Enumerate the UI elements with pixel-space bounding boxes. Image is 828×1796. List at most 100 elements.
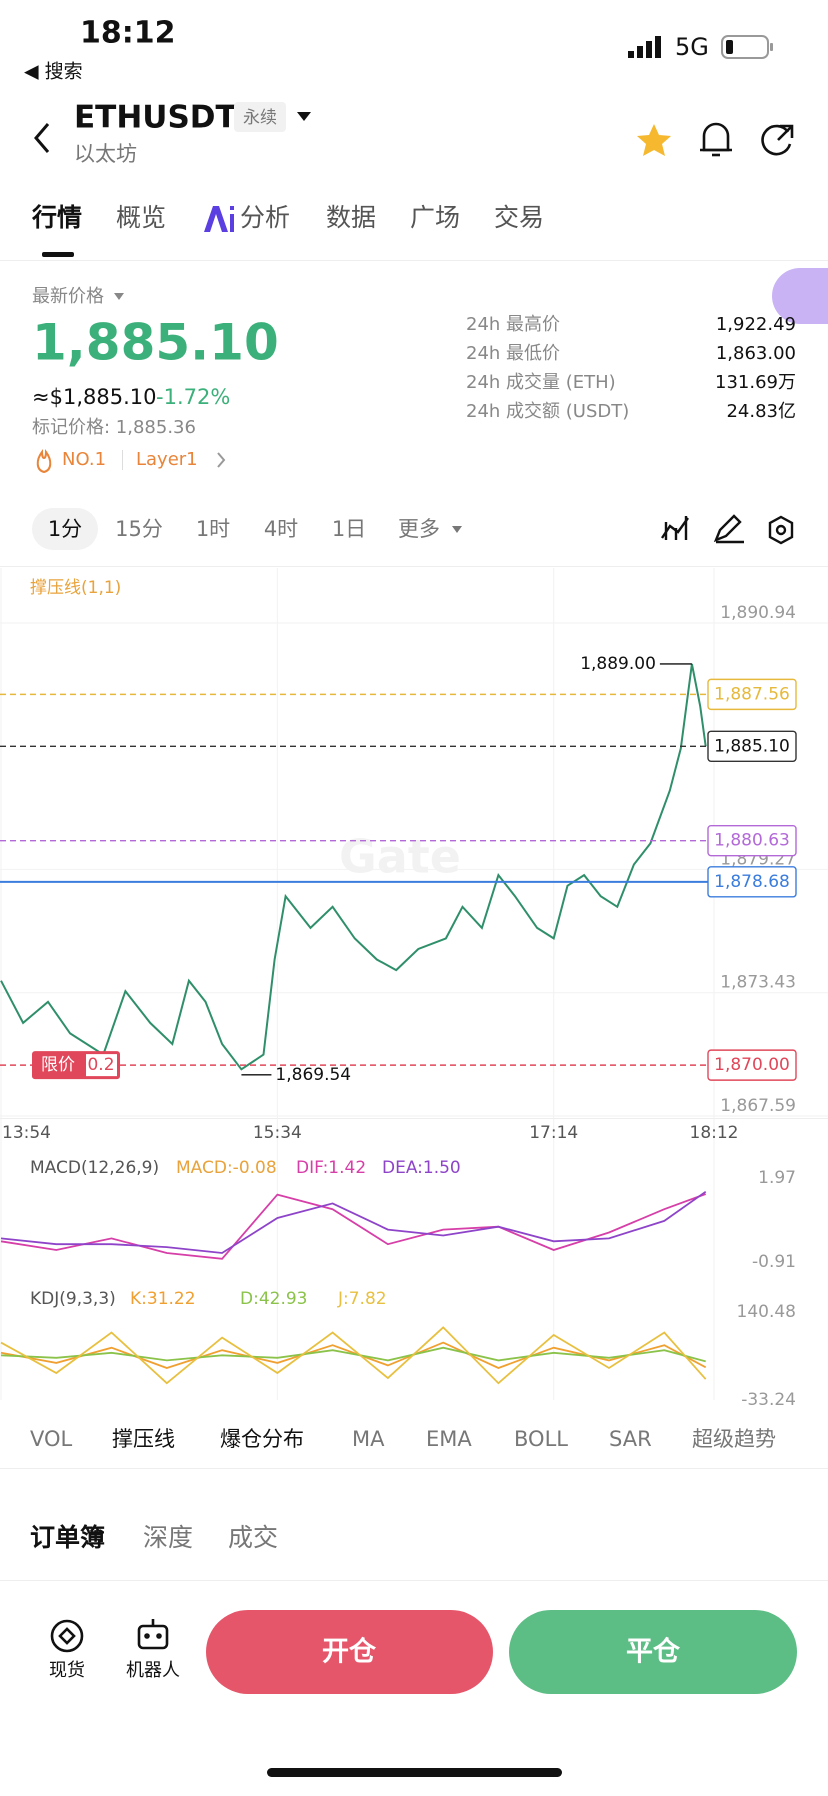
level-label: 1,887.56 — [714, 684, 790, 704]
stat-label: 24h 最高价 — [466, 314, 560, 335]
interval[interactable]: 1日 — [332, 517, 366, 541]
close-button[interactable] — [509, 1610, 797, 1694]
book-tab[interactable]: 深度 — [143, 1523, 193, 1552]
hot-icon — [36, 448, 52, 474]
mark-price: 标记价格: 1,885.36 — [32, 417, 196, 438]
y-tick-label: -0.91 — [752, 1252, 796, 1272]
level-tag — [707, 866, 797, 898]
interval[interactable]: 4时 — [264, 517, 298, 541]
interval[interactable]: 1时 — [196, 517, 230, 541]
readout: MACD:-0.08 — [176, 1158, 277, 1178]
interval-active-bg — [32, 508, 98, 550]
y-tick-label: 1.97 — [758, 1168, 796, 1188]
sector[interactable]: Layer1 — [136, 449, 198, 470]
tab[interactable]: 行情 — [31, 203, 82, 232]
order-label: 限价 — [41, 1055, 75, 1075]
interval[interactable]: 15分 — [115, 517, 163, 541]
spot-label[interactable]: 现货 — [49, 1660, 85, 1681]
usd-price: ≈$1,885.10 — [32, 385, 156, 409]
divider — [0, 1118, 828, 1119]
order-qty: 0.2 — [87, 1055, 114, 1075]
indicator-tab[interactable]: VOL — [30, 1427, 73, 1451]
draw-icon[interactable] — [713, 514, 744, 544]
macd-title: MACD(12,26,9) — [30, 1158, 159, 1178]
extreme-label: 1,869.54 — [275, 1065, 351, 1085]
x-tick-label: 15:34 — [253, 1123, 302, 1143]
rank: NO.1 — [62, 449, 106, 470]
symbol-dropdown[interactable] — [297, 112, 311, 121]
battery-icon — [721, 35, 773, 59]
more-dropdown[interactable] — [452, 526, 462, 533]
indicator-tab[interactable]: MA — [352, 1427, 385, 1451]
tab[interactable]: 分析 — [240, 203, 290, 232]
asset-name: 以太坊 — [74, 142, 137, 166]
stat-value: 1,863.00 — [716, 343, 796, 364]
level-tag — [707, 678, 797, 711]
kdj-title: KDJ(9,3,3) — [30, 1289, 116, 1309]
indicator-tab[interactable]: BOLL — [514, 1427, 568, 1451]
watermark: Gate — [339, 830, 461, 884]
level-tag — [707, 824, 797, 857]
sector-arrow[interactable] — [217, 452, 226, 468]
indicator-tab[interactable]: SAR — [609, 1427, 652, 1451]
level-label: 1,885.10 — [714, 736, 790, 756]
spot-icon[interactable] — [50, 1619, 84, 1653]
close-label[interactable]: 平仓 — [626, 1637, 681, 1668]
back-button[interactable] — [34, 123, 50, 153]
y-tick-label: 140.48 — [737, 1302, 796, 1322]
network: 5G — [675, 33, 709, 61]
symbol: ETHUSDT — [74, 100, 237, 136]
divider — [0, 1468, 828, 1469]
readout: D:42.93 — [240, 1289, 308, 1309]
divider — [0, 566, 828, 567]
tab[interactable]: 概览 — [116, 203, 166, 232]
readout: DIF:1.42 — [296, 1158, 366, 1178]
readout: K:31.22 — [130, 1289, 196, 1309]
tab[interactable]: 广场 — [410, 203, 460, 232]
indicator-tab[interactable]: 超级趋势 — [692, 1427, 776, 1451]
indicator-tab[interactable]: 爆仓分布 — [220, 1427, 304, 1451]
settings-icon[interactable] — [768, 515, 794, 545]
ai-icon — [204, 206, 234, 232]
readout: DEA:1.50 — [382, 1158, 461, 1178]
divider — [0, 260, 828, 261]
interval[interactable]: 1分 — [48, 517, 82, 541]
order-qty-bg — [86, 1054, 117, 1077]
level-tag — [707, 730, 797, 763]
x-tick-label: 18:12 — [690, 1123, 739, 1143]
open-label[interactable]: 开仓 — [322, 1637, 377, 1668]
stat-label: 24h 最低价 — [466, 343, 560, 364]
back-to-search[interactable]: ◀ 搜索 — [24, 61, 83, 83]
level-label: 1,880.63 — [714, 831, 790, 851]
open-button[interactable] — [206, 1610, 493, 1694]
indicator-tab[interactable]: EMA — [426, 1427, 472, 1451]
book-tab[interactable]: 订单簿 — [30, 1523, 105, 1552]
y-tick-label: 1,873.43 — [720, 973, 796, 993]
tab[interactable]: 数据 — [326, 203, 376, 232]
level-label: 1,870.00 — [714, 1055, 790, 1075]
indicator-line — [0, 1341, 707, 1369]
interval[interactable]: 更多 — [398, 517, 440, 541]
y-tick-label: -33.24 — [741, 1390, 796, 1410]
stat-label: 24h 成交额 (USDT) — [466, 401, 629, 422]
share-icon[interactable] — [761, 124, 794, 156]
alert-icon[interactable] — [700, 122, 732, 157]
favorite-icon[interactable] — [637, 124, 671, 156]
status-time: 18:12 — [80, 16, 176, 51]
extreme-label: 1,889.00 — [580, 654, 656, 674]
book-tab[interactable]: 成交 — [228, 1523, 278, 1552]
bot-label[interactable]: 机器人 — [126, 1660, 180, 1681]
indicator-tab[interactable]: 撑压线 — [112, 1427, 175, 1451]
indicator-line — [0, 1193, 707, 1260]
tag-bg — [234, 102, 286, 132]
bot-icon[interactable] — [137, 1619, 169, 1650]
price-change: -1.72% — [156, 385, 230, 409]
x-tick-label: 17:14 — [529, 1123, 578, 1143]
y-tick-label: 1,867.59 — [720, 1096, 796, 1116]
indicator-icon[interactable] — [661, 516, 689, 540]
price-label-dropdown[interactable] — [114, 293, 124, 300]
separator — [122, 450, 123, 470]
assistant-bubble[interactable] — [772, 268, 828, 324]
tab[interactable]: 交易 — [494, 203, 544, 232]
